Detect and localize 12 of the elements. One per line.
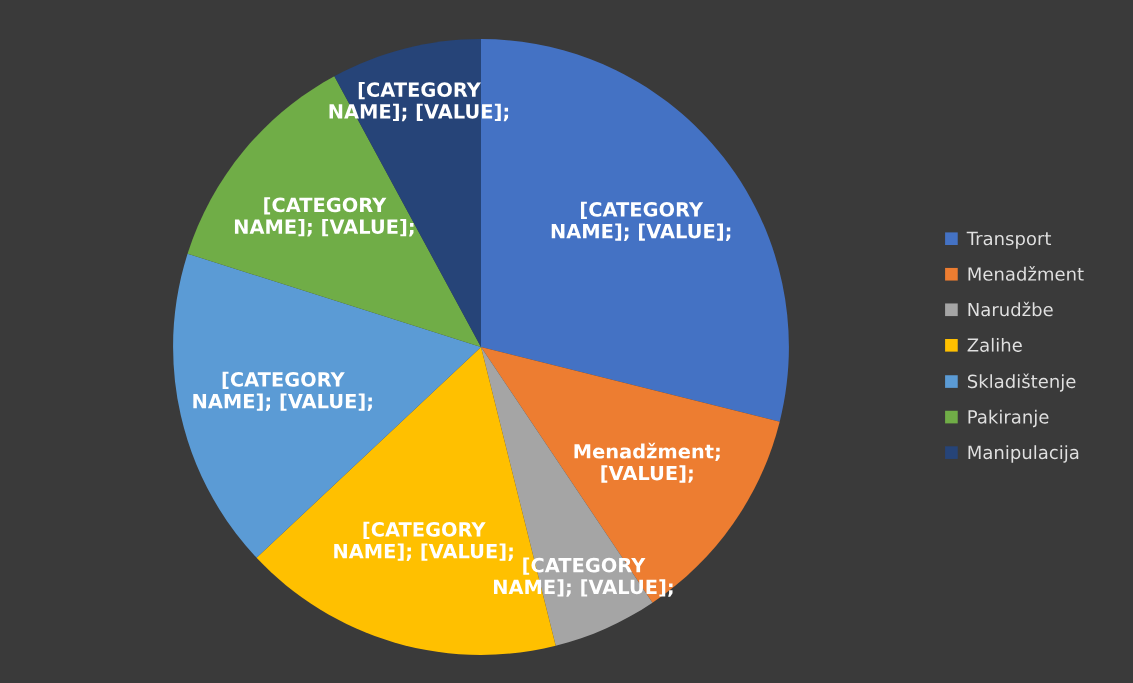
data-label: [CATEGORY NAME]; [VALUE];	[329, 81, 509, 122]
data-label: [CATEGORY NAME]; [VALUE];	[234, 197, 414, 237]
legend-label: Manipulacija	[968, 445, 1079, 463]
legend-label: Pakiranje	[968, 409, 1049, 428]
data-label: Menadžment; [VALUE];	[574, 442, 720, 483]
legend-label: Zalihe	[967, 337, 1022, 352]
legend-label: Skladištenje	[967, 373, 1076, 392]
legend-label: Narudžbe	[968, 301, 1053, 317]
data-label: [CATEGORY NAME]; [VALUE];	[551, 201, 731, 241]
legend-label: Transport	[966, 231, 1052, 249]
data-label: [CATEGORY NAME]; [VALUE];	[193, 371, 372, 411]
legend-label: Menadžment	[968, 266, 1084, 281]
